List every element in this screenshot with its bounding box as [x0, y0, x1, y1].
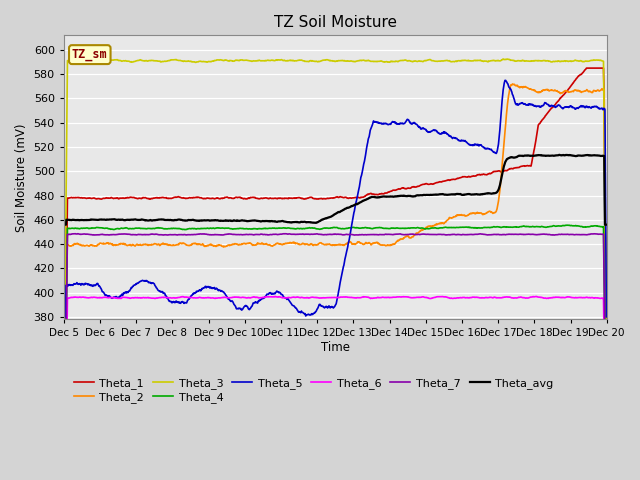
Line: Theta_5: Theta_5 — [64, 80, 607, 317]
Theta_avg — [369, 194, 376, 200]
Theta_avg — [301, 219, 309, 225]
Theta_5 — [124, 290, 132, 296]
Text: TZ_sm: TZ_sm — [72, 48, 108, 61]
Theta_6 — [271, 294, 279, 300]
Theta_7 — [369, 232, 377, 238]
Theta_2 — [603, 253, 611, 259]
Theta_5 — [311, 309, 319, 315]
Theta_2 — [301, 241, 309, 247]
Theta_6 — [124, 295, 132, 300]
Line: Theta_7: Theta_7 — [64, 234, 607, 480]
Line: Theta_4: Theta_4 — [64, 225, 607, 480]
Theta_4 — [102, 225, 109, 231]
Theta_avg — [556, 152, 563, 158]
Theta_1 — [301, 196, 309, 202]
Theta_7 — [102, 232, 109, 238]
Theta_7 — [124, 231, 132, 237]
Theta_1 — [369, 192, 376, 197]
Theta_1 — [102, 195, 109, 201]
Theta_avg — [603, 222, 611, 228]
Line: Theta_3: Theta_3 — [64, 59, 607, 420]
Theta_5 — [102, 292, 109, 298]
Theta_1 — [582, 65, 590, 71]
Theta_1 — [124, 195, 132, 201]
Theta_2 — [102, 240, 109, 246]
Theta_4 — [301, 226, 309, 231]
Theta_avg — [291, 219, 298, 225]
Theta_avg — [60, 222, 68, 228]
Theta_avg — [124, 217, 132, 223]
Theta_5 — [502, 77, 509, 83]
Theta_3 — [60, 417, 68, 422]
Theta_5 — [301, 312, 309, 318]
Theta_3 — [291, 58, 298, 64]
Theta_2 — [124, 242, 132, 248]
Theta_7 — [603, 476, 611, 480]
Theta_2 — [509, 81, 516, 87]
Theta_6 — [302, 295, 310, 300]
Theta_6 — [312, 295, 319, 300]
Theta_3 — [499, 56, 507, 62]
Legend: Theta_1, Theta_2, Theta_3, Theta_4, Theta_5, Theta_6, Theta_7, Theta_avg: Theta_1, Theta_2, Theta_3, Theta_4, Thet… — [69, 373, 558, 407]
Theta_4 — [124, 226, 132, 231]
Theta_5 — [369, 120, 376, 126]
Y-axis label: Soil Moisture (mV): Soil Moisture (mV) — [15, 123, 28, 232]
Line: Theta_avg: Theta_avg — [64, 155, 607, 225]
Theta_2 — [291, 240, 298, 245]
Theta_4 — [291, 226, 298, 232]
Theta_4 — [311, 226, 319, 231]
Theta_5 — [60, 314, 68, 320]
Theta_1 — [311, 196, 319, 202]
Theta_5 — [291, 303, 298, 309]
Theta_4 — [603, 472, 611, 478]
Line: Theta_1: Theta_1 — [64, 68, 607, 323]
Theta_2 — [60, 253, 68, 259]
Theta_7 — [302, 231, 310, 237]
Theta_2 — [369, 240, 376, 246]
Theta_6 — [369, 295, 377, 301]
Theta_7 — [312, 231, 319, 237]
Theta_6 — [102, 295, 109, 300]
Theta_4 — [369, 226, 376, 231]
Theta_5 — [603, 314, 611, 320]
X-axis label: Time: Time — [321, 341, 350, 354]
Theta_6 — [291, 294, 298, 300]
Title: TZ Soil Moisture: TZ Soil Moisture — [274, 15, 397, 30]
Theta_3 — [124, 59, 132, 64]
Theta_3 — [301, 59, 309, 64]
Theta_1 — [291, 195, 298, 201]
Theta_3 — [369, 59, 376, 64]
Theta_4 — [563, 222, 570, 228]
Theta_avg — [311, 220, 319, 226]
Theta_1 — [60, 320, 68, 326]
Theta_3 — [311, 59, 319, 64]
Theta_1 — [603, 320, 611, 326]
Line: Theta_2: Theta_2 — [64, 84, 607, 256]
Theta_3 — [603, 382, 611, 387]
Theta_3 — [102, 58, 109, 63]
Line: Theta_6: Theta_6 — [64, 297, 607, 480]
Theta_avg — [102, 217, 109, 223]
Theta_7 — [291, 231, 298, 237]
Theta_7 — [281, 231, 289, 237]
Theta_2 — [311, 242, 319, 248]
